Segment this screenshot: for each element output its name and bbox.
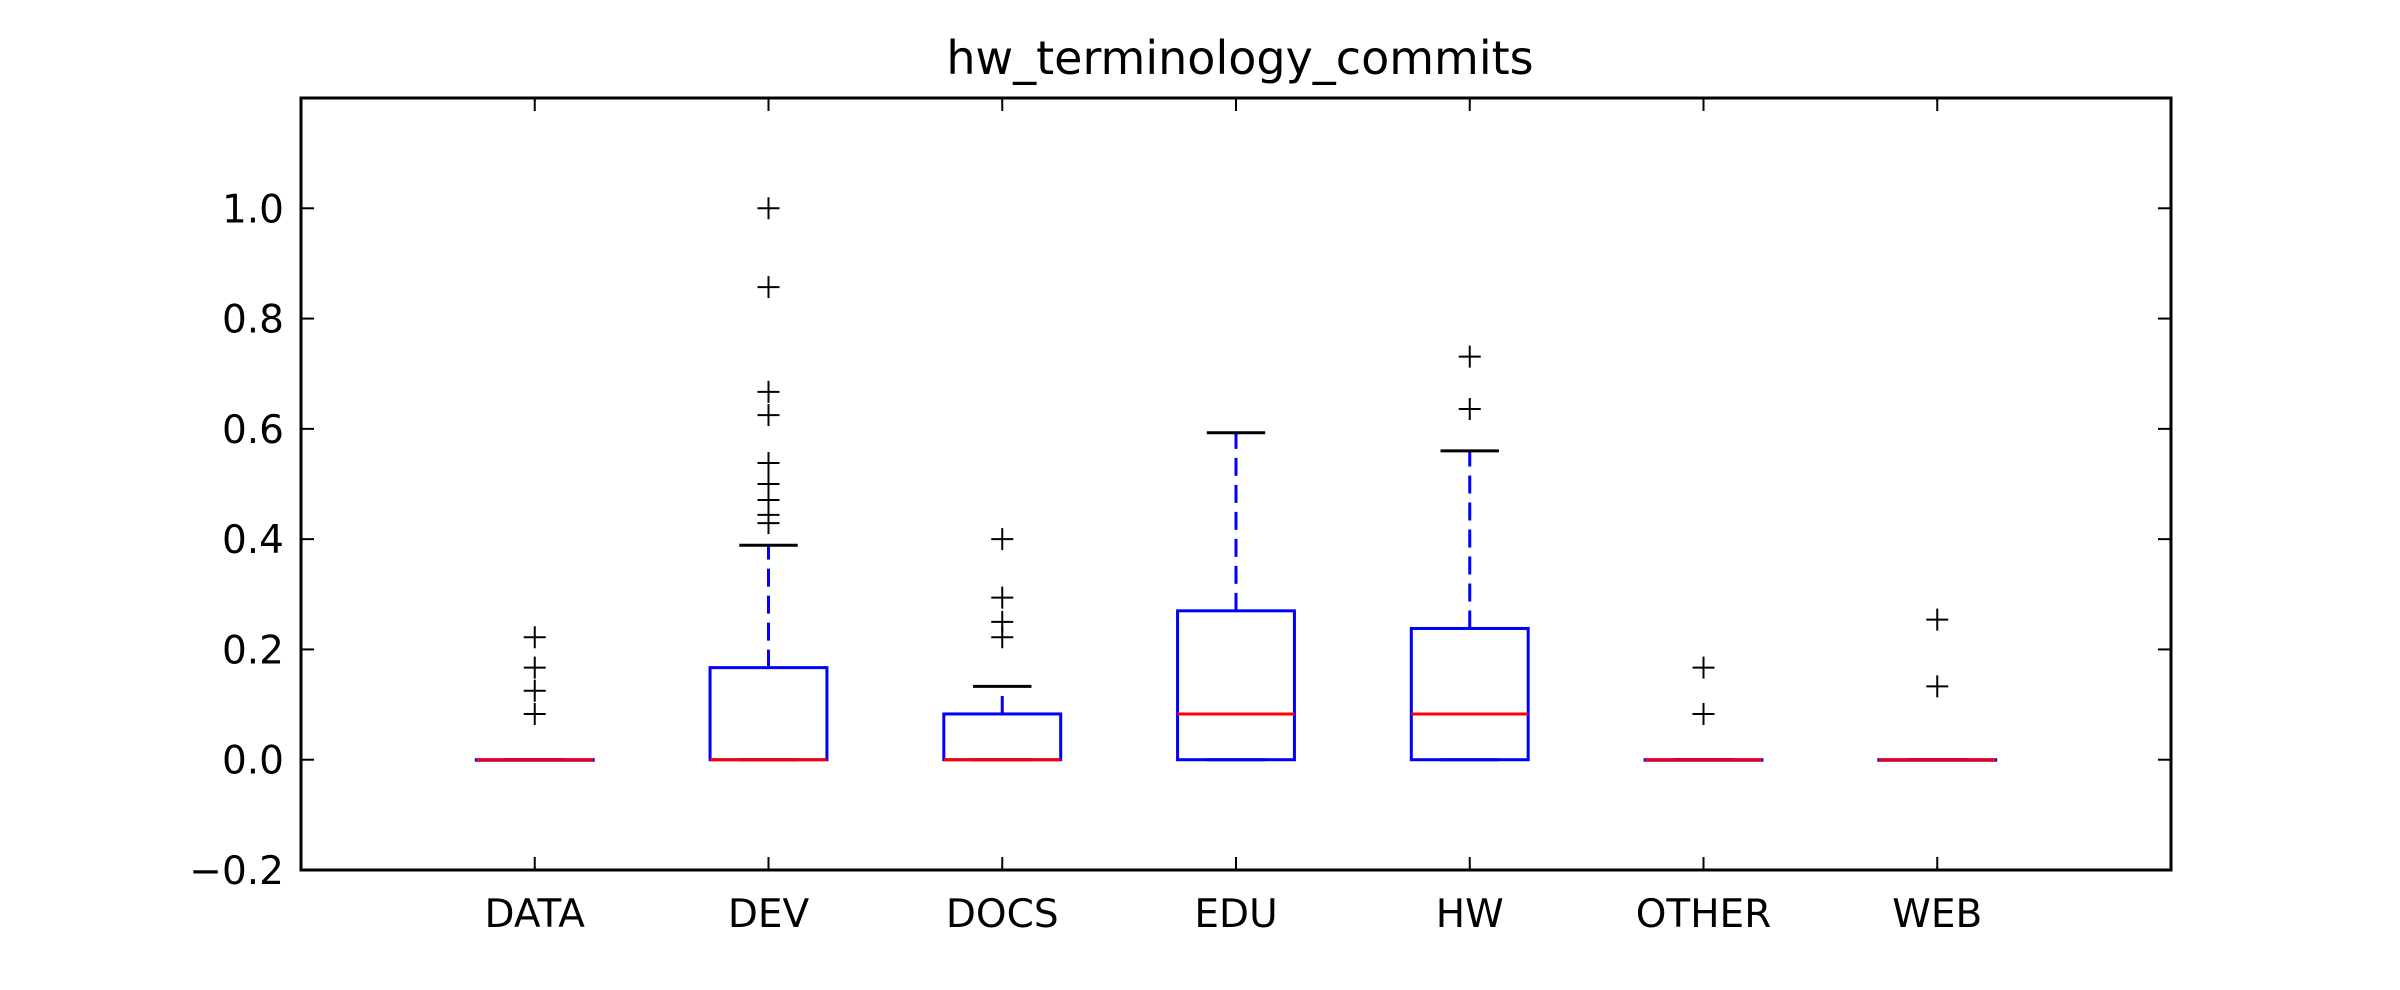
flier-point <box>757 276 780 299</box>
y-tick-label: 0.4 <box>222 518 284 563</box>
box-group <box>942 528 1063 762</box>
y-tick-label: 0.8 <box>222 298 284 343</box>
y-tick-label: −0.2 <box>189 849 284 894</box>
box-group <box>1409 345 1530 762</box>
flier-point <box>757 473 780 495</box>
flier-point <box>523 702 546 725</box>
x-axis: DATA DEV DOCS EDU HW OTHER WEB <box>485 98 1982 937</box>
x-tick-label: EDU <box>1194 892 1277 937</box>
y-axis: −0.2 0.0 0.2 0.4 0.6 0.8 1.0 <box>189 187 2171 894</box>
box-group <box>474 626 595 762</box>
flier-point <box>991 610 1014 633</box>
box <box>942 712 1063 762</box>
flier-point <box>1458 398 1481 421</box>
y-tick-label: 0.6 <box>222 408 284 453</box>
x-tick-label: WEB <box>1892 892 1982 937</box>
x-tick-label: OTHER <box>1636 892 1772 937</box>
flier-point <box>757 404 780 427</box>
chart-title: hw_terminology_commits <box>946 31 1533 85</box>
x-tick-label: HW <box>1436 892 1504 937</box>
flier-point <box>757 452 780 475</box>
axes-frame <box>299 96 2173 872</box>
flier-point <box>1458 345 1481 368</box>
flier-point <box>991 528 1014 551</box>
x-tick-label: DATA <box>485 892 586 937</box>
flier-point <box>1926 608 1949 631</box>
box-group <box>1877 608 1998 762</box>
flier-point <box>523 656 546 679</box>
flier-point <box>523 679 546 702</box>
plot-area <box>474 197 1998 762</box>
flier-point <box>1692 656 1715 679</box>
box-group <box>1176 431 1296 762</box>
x-tick-label: DOCS <box>946 892 1059 937</box>
flier-point <box>757 380 780 403</box>
flier-point <box>1692 702 1715 725</box>
y-tick-label: 1.0 <box>222 187 284 232</box>
box-group <box>1643 656 1764 762</box>
box-group <box>708 197 829 762</box>
box <box>708 666 829 762</box>
box <box>1409 626 1530 762</box>
flier-point <box>523 626 546 649</box>
flier-point <box>991 586 1014 609</box>
x-tick-label: DEV <box>728 892 810 937</box>
flier-point <box>1926 675 1949 698</box>
flier-point <box>757 197 780 220</box>
y-tick-label: 0.2 <box>222 628 284 673</box>
box <box>1176 609 1296 762</box>
y-tick-label: 0.0 <box>222 739 284 784</box>
